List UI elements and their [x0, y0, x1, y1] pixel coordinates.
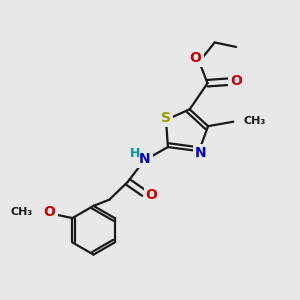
Text: N: N [139, 152, 151, 166]
Text: H: H [130, 147, 140, 161]
Text: CH₃: CH₃ [244, 116, 266, 126]
Text: O: O [190, 51, 202, 65]
Text: O: O [146, 188, 158, 202]
Text: S: S [161, 110, 171, 124]
Text: CH₃: CH₃ [10, 207, 33, 217]
Text: O: O [230, 74, 242, 88]
Text: N: N [195, 146, 206, 160]
Text: O: O [44, 205, 56, 219]
